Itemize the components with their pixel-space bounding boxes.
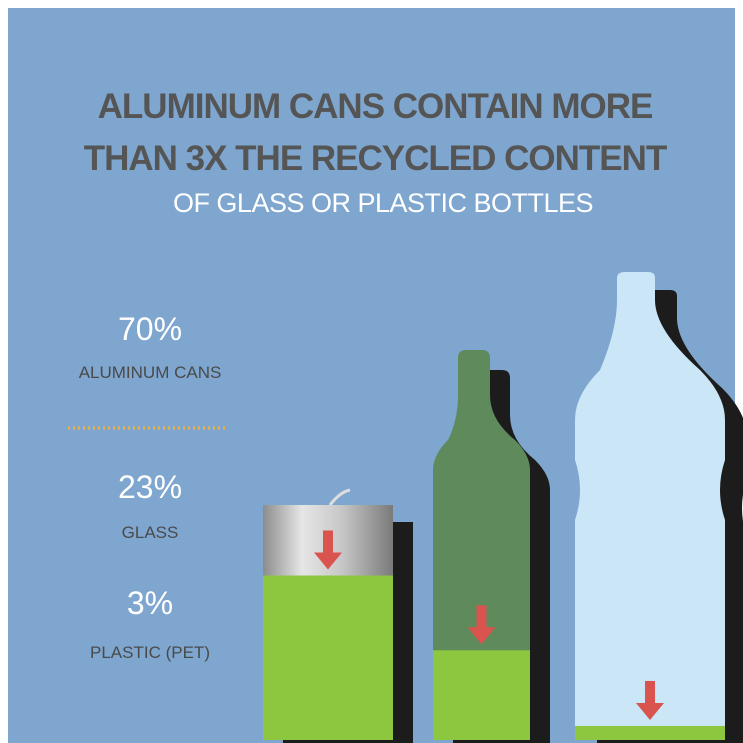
- value-label: 70%: [118, 311, 182, 347]
- fill-level: [575, 725, 725, 740]
- subtitle: OF GLASS OR PLASTIC BOTTLES: [173, 188, 593, 218]
- arrow-head: [314, 552, 342, 570]
- arrow-shaft: [323, 530, 333, 555]
- value-label: 23%: [118, 469, 182, 505]
- title-line: THAN 3X THE RECYCLED CONTENT: [84, 139, 667, 178]
- category-label: PLASTIC (PET): [90, 643, 210, 662]
- can-tab: [328, 488, 351, 506]
- arrow-shaft: [476, 605, 487, 630]
- arrow-head: [467, 627, 496, 645]
- category-label: GLASS: [122, 523, 179, 542]
- title-line: ALUMINUM CANS CONTAIN MORE: [98, 87, 653, 126]
- category-label: ALUMINUM CANS: [79, 363, 222, 382]
- fill-level: [263, 575, 393, 740]
- arrow-head: [636, 702, 664, 720]
- value-label: 3%: [127, 585, 173, 621]
- arrow-shaft: [645, 680, 655, 705]
- fill-level: [433, 650, 530, 740]
